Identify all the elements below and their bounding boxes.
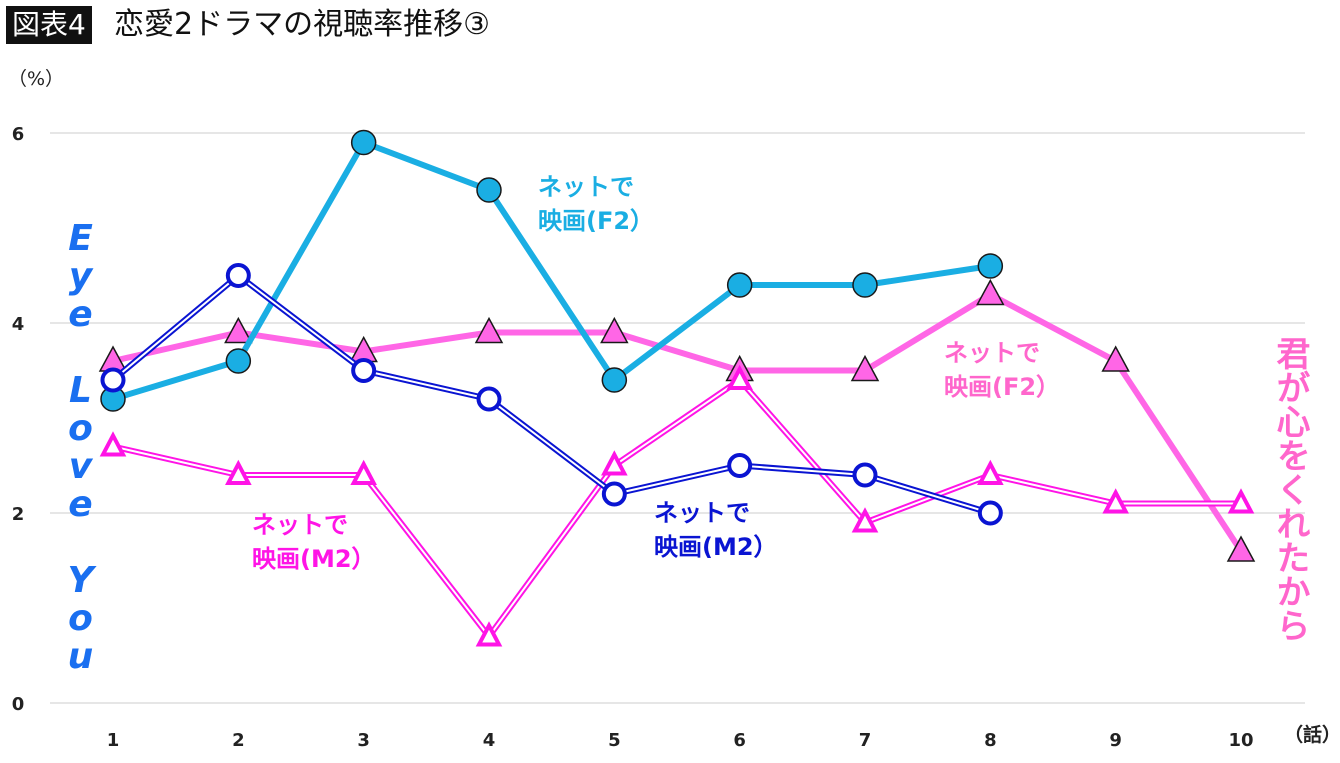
annotation-eye-love-you-f2: ネットで 映画(F2） xyxy=(538,173,655,235)
data-point xyxy=(474,316,504,344)
data-point xyxy=(726,272,753,298)
x-axis-unit-label: （話） xyxy=(1284,724,1340,746)
series-layer xyxy=(98,129,1256,647)
chart-title: 恋愛2ドラマの視聴率推移③ xyxy=(114,7,490,42)
series-line xyxy=(112,291,1244,553)
data-point xyxy=(977,459,1004,485)
data-point xyxy=(601,481,627,507)
annotation-kimi-f2: ネットで 映画(F2） xyxy=(944,339,1061,401)
series-line xyxy=(112,139,991,402)
x-tick-label: 2 xyxy=(232,730,245,751)
data-point xyxy=(225,348,252,374)
x-axis-ticks: 1 2 3 4 5 6 7 8 9 10 xyxy=(107,730,1254,751)
drama-label-kimi-ga-kokoro: 君が心をくれたから xyxy=(1270,336,1310,642)
series-line-inner xyxy=(112,379,1241,638)
series-1 xyxy=(100,129,1004,412)
series-2 xyxy=(100,263,1003,526)
annotation-kimi-m2: ネットで 映画(M2） xyxy=(252,511,376,573)
data-point xyxy=(977,253,1004,279)
data-point xyxy=(1102,488,1129,514)
drama-label-eye-love-you: Eye Love You xyxy=(60,218,101,674)
data-point xyxy=(977,500,1003,526)
series-4 xyxy=(99,364,1255,647)
x-tick-label: 1 xyxy=(107,730,120,751)
data-point xyxy=(851,507,879,533)
data-point xyxy=(600,316,629,344)
data-point xyxy=(852,462,878,488)
data-point xyxy=(224,316,253,344)
data-point xyxy=(601,450,628,476)
data-point xyxy=(351,358,377,383)
x-tick-label: 10 xyxy=(1228,730,1253,751)
y-tick-label: 2 xyxy=(12,504,25,525)
x-tick-label: 6 xyxy=(733,730,746,751)
data-point xyxy=(1226,535,1256,562)
y-tick-label: 4 xyxy=(12,314,25,335)
data-point xyxy=(476,177,502,203)
figure-number-badge: 図表4 xyxy=(6,6,92,44)
x-tick-label: 3 xyxy=(357,730,370,751)
data-point xyxy=(850,354,880,382)
y-tick-label: 0 xyxy=(12,694,25,715)
data-point xyxy=(601,367,628,393)
gridlines xyxy=(50,132,1305,704)
data-point xyxy=(475,621,503,647)
data-point xyxy=(852,272,878,298)
data-point xyxy=(1227,488,1255,514)
x-tick-label: 7 xyxy=(859,730,872,751)
y-axis-unit-label: （%） xyxy=(8,68,65,90)
data-point xyxy=(350,129,377,156)
data-point xyxy=(476,386,502,412)
data-point xyxy=(976,278,1005,306)
y-tick-label: 6 xyxy=(12,124,25,145)
data-point xyxy=(225,263,251,288)
data-point xyxy=(727,453,753,478)
data-point xyxy=(99,431,127,457)
data-point xyxy=(350,459,377,485)
data-point xyxy=(225,459,252,485)
annotation-eye-love-you-m2: ネットで 映画(M2） xyxy=(654,499,778,561)
data-point xyxy=(1101,345,1130,372)
data-point xyxy=(100,367,126,393)
x-tick-label: 5 xyxy=(608,730,621,751)
data-point xyxy=(726,364,753,390)
x-tick-label: 9 xyxy=(1109,730,1122,751)
x-tick-label: 8 xyxy=(984,730,997,751)
x-tick-label: 4 xyxy=(483,730,496,751)
series-line-inner xyxy=(112,274,991,514)
y-axis-ticks: 0 2 4 6 xyxy=(12,124,25,715)
